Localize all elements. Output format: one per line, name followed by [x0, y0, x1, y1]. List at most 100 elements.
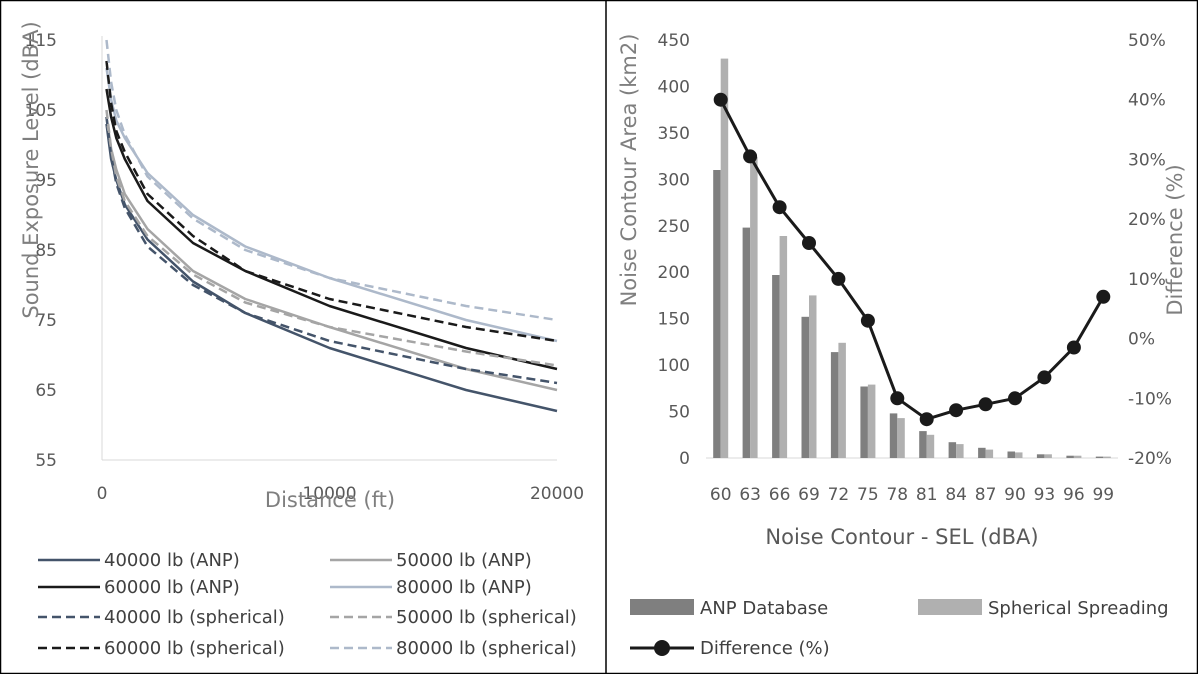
x-tick-label: 96	[1063, 485, 1085, 505]
legend-label: Spherical Spreading	[988, 598, 1169, 619]
left-chart: 55 65 75 85 95 105 115 0 10000 20000 Distance (ft)…	[19, 21, 584, 659]
legend-label: 60000 lb (spherical)	[104, 638, 285, 659]
x-tick-label: 72	[828, 485, 850, 505]
bar-anp-database	[889, 413, 898, 458]
y-tick-label: 105	[25, 101, 57, 121]
legend-label: 80000 lb (ANP)	[396, 577, 532, 598]
marker-difference	[919, 412, 934, 427]
x-tick-label: 81	[916, 485, 938, 505]
bar-spherical-spreading	[985, 449, 994, 458]
marker-difference	[802, 236, 816, 250]
x-tick-label: 0	[97, 484, 108, 504]
y-tick-label: 450	[658, 31, 690, 51]
y-tick-label: 300	[658, 170, 690, 190]
bar-spherical-spreading	[779, 236, 788, 458]
y2-tick-label: 50%	[1128, 31, 1166, 51]
x-tick-label: 99	[1092, 485, 1114, 505]
x-tick-label: 84	[945, 485, 967, 505]
x-tick-label: 75	[857, 485, 879, 505]
y-tick-label: 100	[658, 356, 690, 376]
y2-tick-label: 40%	[1128, 91, 1166, 111]
series-line-50000-lb-spherical	[105, 109, 558, 367]
series-line-60000-lb-spherical	[105, 60, 558, 343]
y-tick-label: 200	[658, 263, 690, 283]
marker-difference	[831, 271, 846, 286]
bar-spherical-spreading	[926, 434, 935, 458]
bar-anp-database	[1036, 454, 1045, 458]
legend-swatch-anp-database	[630, 599, 694, 615]
y-tick-label: 65	[35, 381, 57, 401]
series-line-80000-lb-anp	[105, 67, 558, 343]
marker-difference	[772, 200, 787, 215]
bar-spherical-spreading	[1103, 456, 1111, 458]
x-tick-label: 87	[975, 485, 997, 505]
y2-tick-label: 0%	[1128, 330, 1155, 350]
x-tick-label: 78	[886, 485, 908, 505]
y-tick-label: 400	[658, 77, 690, 97]
marker-difference	[978, 397, 993, 412]
series-line-40000-lb-anp	[105, 123, 558, 413]
legend-label: 60000 lb (ANP)	[104, 577, 240, 598]
marker-difference	[1066, 340, 1081, 355]
series-line-40000-lb-spherical	[105, 116, 558, 385]
marker-difference	[1037, 370, 1052, 385]
bar-anp-database	[1066, 455, 1074, 458]
y2-axis-title: Difference (%)	[1163, 164, 1187, 315]
x-axis-title: Distance (ft)	[265, 488, 395, 512]
legend-label: Difference (%)	[700, 638, 830, 659]
x-tick-label: 66	[769, 485, 791, 505]
x-tick-label: 10000	[302, 484, 356, 504]
y2-tick-label: 10%	[1128, 270, 1166, 290]
marker-difference	[1096, 289, 1111, 304]
y-tick-label: 250	[658, 217, 690, 237]
bar-anp-database	[830, 352, 839, 458]
bar-spherical-spreading	[1073, 455, 1082, 458]
marker-difference	[1008, 391, 1022, 406]
bar-spherical-spreading	[956, 444, 964, 458]
bar-spherical-spreading	[720, 58, 729, 458]
legend-label: 40000 lb (spherical)	[104, 607, 285, 628]
legend-label: ANP Database	[700, 598, 828, 619]
y2-tick-label: -20%	[1128, 449, 1172, 469]
x-tick-label: 69	[798, 485, 820, 505]
bar-spherical-spreading	[897, 418, 905, 458]
legend-swatch-spherical-spreading	[918, 599, 982, 615]
y-tick-label: 95	[35, 171, 57, 191]
legend-label: 40000 lb (ANP)	[104, 550, 240, 571]
legend-label: 80000 lb (spherical)	[396, 638, 577, 659]
bar-anp-database	[772, 275, 780, 458]
x-tick-label: 20000	[530, 484, 584, 504]
x-tick-label: 63	[739, 485, 761, 505]
y2-tick-label: 20%	[1128, 210, 1166, 230]
y-tick-label: 150	[658, 310, 690, 330]
legend-label: 50000 lb (ANP)	[396, 550, 532, 571]
bar-spherical-spreading	[1044, 454, 1052, 458]
bar-anp-database	[742, 227, 751, 458]
right-chart: 0 50 100 150 200 250 300 350 400 450 -20% -10% 0% 10%…	[617, 31, 1187, 659]
bar-anp-database	[1095, 456, 1104, 458]
bar-anp-database	[713, 170, 721, 458]
y-tick-label: 75	[35, 311, 57, 331]
bar-anp-database	[919, 431, 927, 458]
y-tick-label: 0	[679, 449, 690, 469]
x-axis-title: Noise Contour - SEL (dBA)	[765, 525, 1038, 549]
x-tick-label: 93	[1034, 485, 1056, 505]
y2-tick-label: -10%	[1128, 389, 1172, 409]
bar-spherical-spreading	[809, 295, 817, 458]
bar-spherical-spreading	[1015, 452, 1023, 458]
y-axis-title: Sound Exposure Level (dBA)	[19, 21, 43, 318]
y-tick-label: 115	[25, 31, 57, 51]
series-line-80000-lb-spherical	[105, 39, 558, 322]
bar-anp-database	[948, 442, 957, 458]
y-axis-title: Noise Contour Area (km2)	[617, 34, 641, 307]
bar-anp-database	[860, 386, 868, 458]
marker-difference	[743, 149, 758, 164]
marker-difference	[949, 403, 964, 418]
x-tick-label: 90	[1004, 485, 1026, 505]
bar-spherical-spreading	[838, 342, 846, 458]
y-tick-label: 350	[658, 124, 690, 144]
